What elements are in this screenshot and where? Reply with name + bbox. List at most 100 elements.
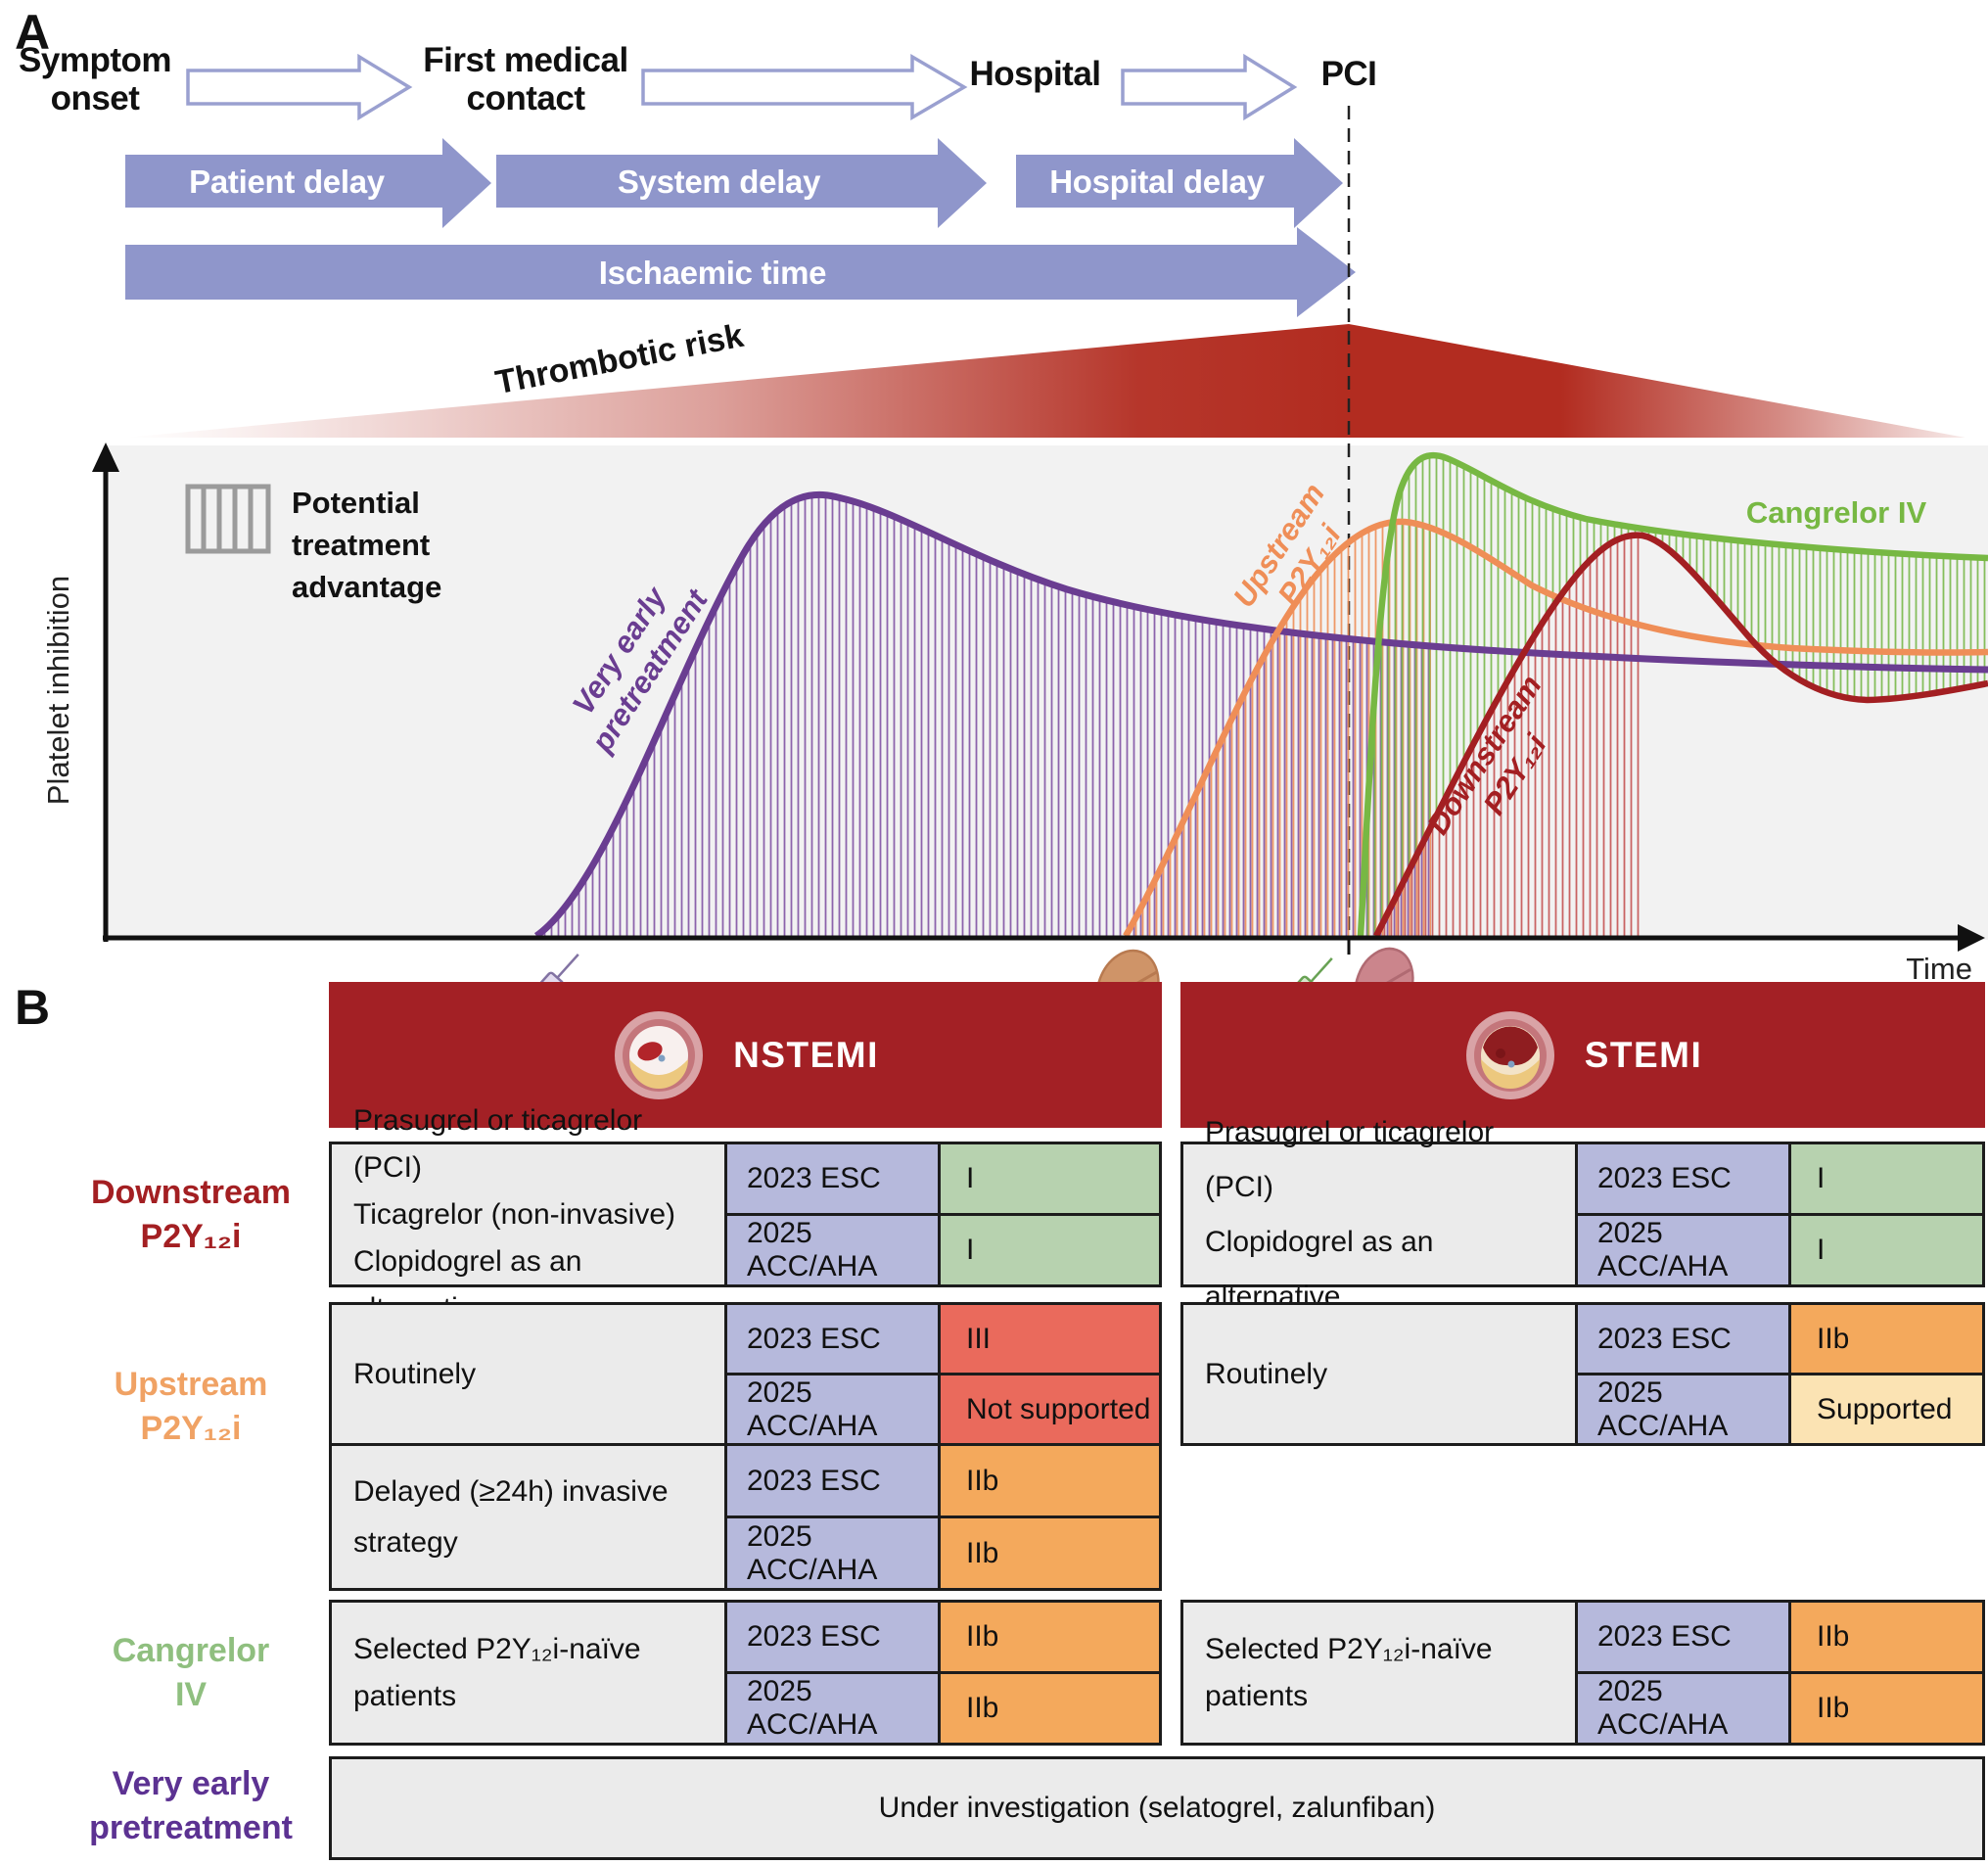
table-row: 2025 ACC/AHA IIb (727, 1518, 1159, 1588)
guideline-cell: 2025 ACC/AHA (727, 1216, 941, 1284)
table-row: 2025 ACC/AHA IIb (1578, 1674, 1982, 1743)
milestone-first-medical-contact: First medical contact (423, 41, 628, 118)
system-delay-arrow (496, 138, 987, 228)
ischaemic-time-label: Ischaemic time (598, 255, 827, 291)
y-axis-label: Platelet inhibition (41, 575, 75, 806)
upstream-curve (1123, 518, 1988, 938)
hospital-delay-arrow (1016, 138, 1343, 228)
guideline-cell: 2023 ESC (727, 1603, 941, 1671)
table-row: 2025 ACC/AHA IIb (727, 1674, 1159, 1743)
table-row: 2023 ESC IIb (1578, 1603, 1982, 1674)
milestone-hospital: Hospital (969, 55, 1101, 93)
cangrelor-stemi-row: Selected P2Y₁₂i-naïve patients 2023 ESC … (1180, 1600, 1985, 1746)
very-early-curve (533, 491, 1988, 939)
guideline-cell: 2023 ESC (1578, 1603, 1791, 1671)
hatch-legend-icon (185, 484, 271, 554)
arrow-hospital-to-pci (1121, 53, 1298, 121)
nstemi-header: NSTEMI (329, 982, 1162, 1128)
x-axis-arrowhead (1958, 924, 1985, 952)
class-cell: IIb (1791, 1674, 1982, 1743)
class-cell: IIb (941, 1674, 1159, 1743)
table-row: 2023 ESC IIb (1578, 1305, 1982, 1375)
downstream-stemi-desc: Prasugrel or ticagrelor (PCI) Clopidogre… (1183, 1116, 1578, 1313)
nstemi-title: NSTEMI (733, 1034, 879, 1075)
stemi-header: STEMI (1180, 982, 1985, 1128)
guideline-cell: 2025 ACC/AHA (727, 1674, 941, 1743)
class-cell: III (941, 1305, 1159, 1373)
delay-arrows (125, 138, 1356, 317)
upstream-hatch (1126, 521, 1431, 936)
thrombotic-risk-triangle (125, 324, 1965, 438)
y-axis-arrowhead (92, 443, 119, 472)
class-cell: Not supported (941, 1375, 1159, 1443)
class-cell: IIb (941, 1603, 1159, 1671)
upstream-nstemi-delayed-row: Delayed (≥24h) invasive strategy 2023 ES… (329, 1443, 1162, 1591)
nstemi-artery-icon (615, 1010, 704, 1099)
row-label-very-early: Very early pretreatment (89, 1765, 293, 1846)
cangrelor-curve (1357, 451, 1988, 937)
class-cell: IIb (941, 1446, 1159, 1515)
system-delay-label: System delay (617, 163, 821, 200)
stemi-title: STEMI (1584, 1034, 1703, 1075)
table-row: 2023 ESC IIb (727, 1603, 1159, 1674)
class-cell: I (1791, 1144, 1982, 1213)
milestone-symptom-onset: Symptom onset (19, 41, 171, 118)
milestone-arrows (186, 53, 1298, 121)
table-row: 2023 ESC I (727, 1144, 1159, 1216)
cangrelor-nstemi-desc: Selected P2Y₁₂i-naïve patients (332, 1603, 727, 1743)
ischaemic-time-arrow (125, 227, 1356, 317)
table-row: 2023 ESC III (727, 1305, 1159, 1375)
panel-b-label: B (15, 980, 51, 1035)
very-early-row: Under investigation (selatogrel, zalunfi… (329, 1756, 1985, 1860)
table-row: 2025 ACC/AHA Supported (1578, 1375, 1982, 1443)
stemi-artery-icon (1465, 1010, 1554, 1099)
guideline-cell: 2023 ESC (727, 1446, 941, 1515)
table-row: 2025 ACC/AHA Not supported (727, 1375, 1159, 1443)
downstream-hatch (1376, 535, 1642, 936)
x-axis-label: Time (1906, 952, 1972, 986)
cangrelor-stemi-desc: Selected P2Y₁₂i-naïve patients (1183, 1603, 1578, 1743)
class-cell: I (1791, 1216, 1982, 1284)
guideline-cell: 2025 ACC/AHA (1578, 1375, 1791, 1443)
class-cell: IIb (941, 1518, 1159, 1588)
downstream-stemi-row: Prasugrel or ticagrelor (PCI) Clopidogre… (1180, 1116, 1985, 1313)
upstream-nstemi-routinely-row: Routinely 2023 ESC III 2025 ACC/AHA Not … (329, 1302, 1162, 1446)
table-row: 2025 ACC/AHA I (727, 1216, 1159, 1284)
hatch-legend-text: Potential treatment advantage (292, 486, 442, 604)
downstream-curve (1373, 532, 1988, 938)
class-cell: IIb (1791, 1603, 1982, 1671)
upstream-stemi-row: Routinely 2023 ESC IIb 2025 ACC/AHA Supp… (1180, 1302, 1985, 1446)
guideline-cell: 2023 ESC (1578, 1144, 1791, 1213)
patient-delay-label: Patient delay (189, 163, 385, 200)
downstream-nstemi-desc: Prasugrel or ticagrelor (PCI) Ticagrelor… (332, 1104, 727, 1325)
upstream-nstemi-delayed-desc: Delayed (≥24h) invasive strategy (332, 1446, 727, 1588)
cangrelor-curve-label: Cangrelor IV (1745, 495, 1927, 530)
row-label-downstream: Downstream P2Y₁₂i (90, 1174, 292, 1255)
guideline-cell: 2025 ACC/AHA (727, 1375, 941, 1443)
downstream-nstemi-row: Prasugrel or ticagrelor (PCI) Ticagrelor… (329, 1104, 1162, 1325)
arrow-symptom-to-fmc (186, 53, 413, 121)
guideline-cell: 2025 ACC/AHA (727, 1518, 941, 1588)
class-cell: I (941, 1216, 1159, 1284)
table-row: 2023 ESC IIb (727, 1446, 1159, 1518)
guideline-cell: 2023 ESC (727, 1305, 941, 1373)
guideline-cell: 2025 ACC/AHA (1578, 1216, 1791, 1284)
class-cell: Supported (1791, 1375, 1982, 1443)
guideline-cell: 2025 ACC/AHA (1578, 1674, 1791, 1743)
guideline-cell: 2023 ESC (1578, 1305, 1791, 1373)
patient-delay-arrow (125, 138, 491, 228)
row-label-cangrelor: Cangrelor IV (112, 1632, 270, 1713)
panel-a-label: A (15, 5, 51, 60)
hospital-delay-label: Hospital delay (1049, 163, 1265, 200)
class-cell: I (941, 1144, 1159, 1213)
table-row: 2025 ACC/AHA I (1578, 1216, 1982, 1284)
milestone-pci: PCI (1320, 55, 1377, 93)
cangrelor-nstemi-row: Selected P2Y₁₂i-naïve patients 2023 ESC … (329, 1600, 1162, 1746)
table-row: 2023 ESC I (1578, 1144, 1982, 1216)
upstream-stemi-desc: Routinely (1183, 1305, 1578, 1443)
arrow-fmc-to-hospital (641, 53, 968, 121)
upstream-nstemi-routinely-desc: Routinely (332, 1305, 727, 1443)
guideline-cell: 2023 ESC (727, 1144, 941, 1213)
